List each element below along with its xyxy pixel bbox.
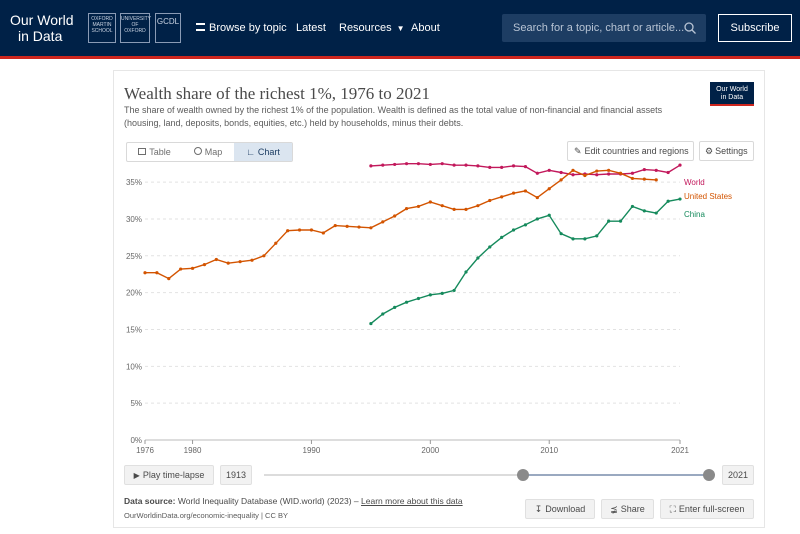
pencil-icon: ✎: [574, 146, 582, 156]
partner-logo-oxford[interactable]: UNIVERSITY OF OXFORD: [120, 13, 151, 43]
header-accent-line: [0, 56, 800, 59]
nav-latest[interactable]: Latest: [296, 22, 326, 34]
menu-icon: [196, 23, 205, 31]
subscribe-button[interactable]: Subscribe: [718, 14, 792, 42]
partner-logo-oxford-martin[interactable]: OXFORD MARTIN SCHOOL: [88, 13, 116, 43]
nav-browse-by-topic[interactable]: Browse by topic: [196, 22, 287, 34]
fullscreen-button[interactable]: ⛶ Enter full-screen: [660, 499, 754, 519]
tab-table[interactable]: Table: [127, 143, 182, 161]
search-input[interactable]: Search for a topic, chart or article...: [513, 22, 685, 34]
tab-chart[interactable]: ∟ Chart: [234, 143, 292, 161]
tab-map[interactable]: Map: [182, 143, 234, 161]
download-button[interactable]: ↧ Download: [525, 499, 595, 519]
share-button[interactable]: ⪵ Share: [601, 499, 654, 519]
play-timelapse-button[interactable]: ▶ Play time-lapse: [124, 465, 214, 485]
globe-icon: [193, 147, 202, 155]
timeline-selected-range: [523, 474, 709, 476]
source-url: OurWorldinData.org/economic-inequality |…: [124, 511, 288, 520]
logo-line-2: in Data: [18, 28, 63, 44]
timeline-start-label[interactable]: 1913: [220, 465, 252, 485]
logo-line-1: Our World: [10, 12, 74, 28]
edit-countries-button[interactable]: ✎ Edit countries and regions: [567, 141, 694, 161]
learn-more-link[interactable]: Learn more about this data: [361, 496, 463, 506]
table-icon: [138, 148, 147, 155]
expand-icon: ⛶: [669, 504, 676, 514]
search-box[interactable]: Search for a topic, chart or article...: [502, 14, 706, 42]
play-icon: ▶: [133, 471, 140, 480]
settings-button[interactable]: ⚙ Settings: [699, 141, 754, 161]
owid-logo-badge[interactable]: Our World in Data: [710, 82, 754, 106]
timeline-track[interactable]: [264, 474, 710, 476]
timeline-end-label[interactable]: 2021: [722, 465, 754, 485]
chart-title: Wealth share of the richest 1%, 1976 to …: [124, 84, 430, 103]
caret-down-icon: ▼: [396, 24, 405, 33]
partner-logo-gcdl[interactable]: GCDL: [155, 13, 181, 43]
timeline-start-handle[interactable]: [517, 469, 529, 481]
search-icon: [684, 22, 696, 34]
line-chart-icon: ∟: [246, 147, 255, 157]
data-source: Data source: World Inequality Database (…: [124, 496, 463, 506]
gear-icon: ⚙: [705, 146, 714, 156]
chart-subtitle: The share of wealth owned by the richest…: [124, 105, 663, 128]
timeline-end-handle[interactable]: [703, 469, 715, 481]
download-icon: ↧: [534, 504, 543, 514]
site-header: Our World in Data OXFORD MARTIN SCHOOL U…: [0, 0, 800, 56]
chart-card: [113, 70, 765, 528]
nav-about[interactable]: About: [411, 22, 440, 34]
view-tabs: Table Map ∟ Chart: [126, 142, 293, 162]
nav-resources[interactable]: Resources ▼: [339, 22, 405, 34]
share-icon: ⪵: [610, 504, 618, 514]
site-logo[interactable]: Our World in Data: [10, 12, 74, 44]
